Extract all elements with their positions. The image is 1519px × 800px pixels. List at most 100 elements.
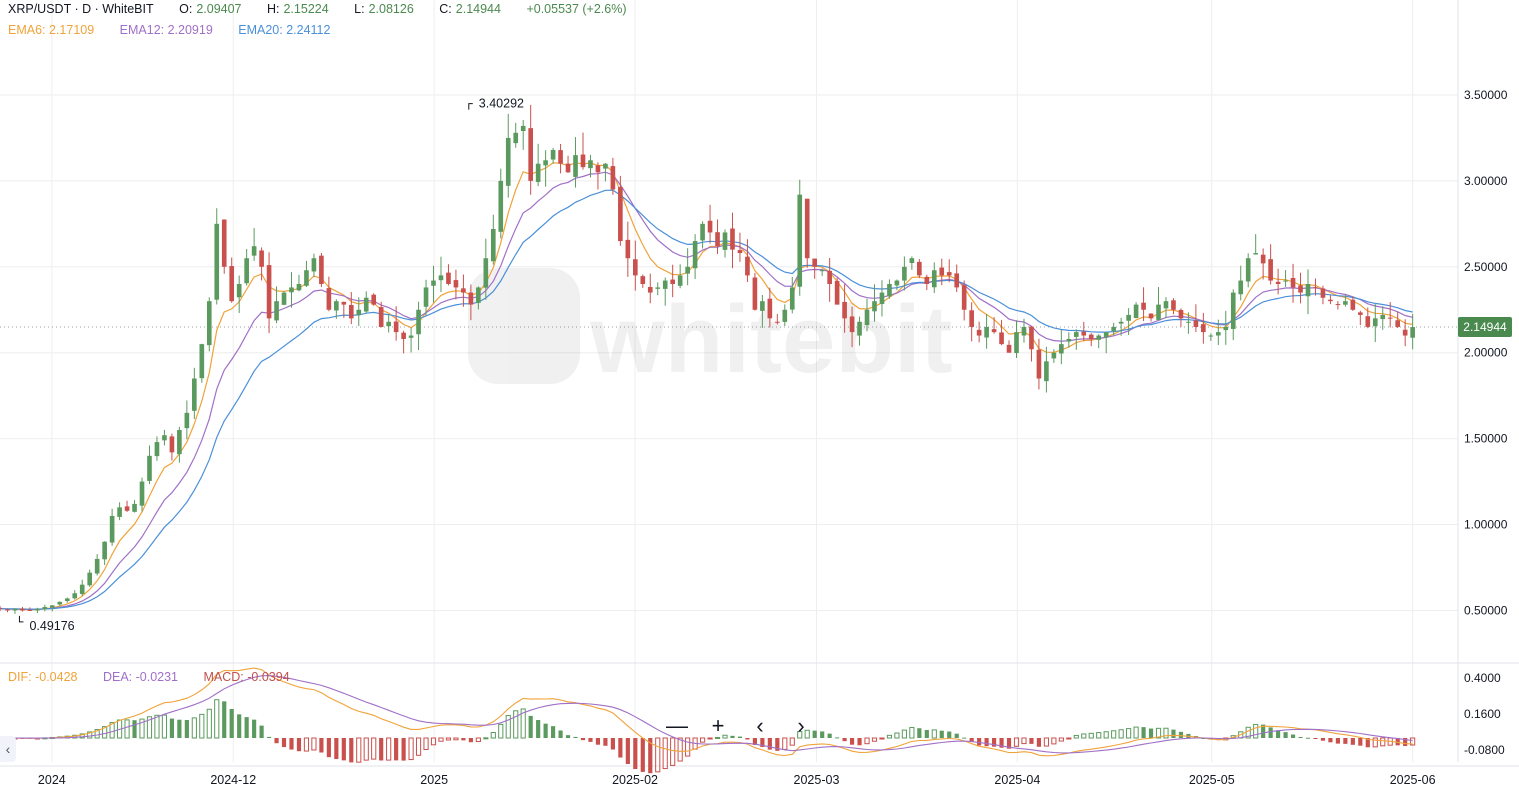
dif-legend: DIF: -0.0428 bbox=[8, 670, 78, 684]
ema12-line bbox=[0, 171, 1413, 611]
candle-body bbox=[1096, 335, 1102, 340]
macd-histogram-bar bbox=[1058, 737, 1064, 742]
macd-value-legend: MACD: -0.0394 bbox=[203, 670, 290, 684]
macd-histogram-bar bbox=[1155, 727, 1162, 739]
candle-body bbox=[87, 572, 93, 586]
macd-histogram-bar bbox=[1320, 738, 1326, 741]
macd-histogram-bar bbox=[812, 730, 817, 738]
macd-histogram-bar bbox=[1163, 727, 1169, 739]
candle-body bbox=[177, 430, 182, 455]
candle-body bbox=[296, 283, 302, 291]
candle-body bbox=[363, 297, 369, 312]
annotations: 3.40292 0.49176 bbox=[18, 97, 524, 633]
collapse-panel-button[interactable]: ‹ bbox=[0, 736, 16, 762]
candle-body bbox=[274, 301, 279, 321]
time-tick-label: 2025-04 bbox=[994, 773, 1040, 787]
candle-body bbox=[1141, 302, 1146, 310]
candle-body bbox=[1208, 335, 1214, 337]
macd-histogram-bar bbox=[879, 737, 885, 740]
close-value: 2.14944 bbox=[455, 2, 501, 16]
candle-body bbox=[804, 198, 810, 259]
candle-body bbox=[1178, 309, 1184, 319]
macd-histogram-bar bbox=[857, 738, 862, 746]
macd-histogram-bar bbox=[917, 728, 922, 738]
macd-histogram-bar bbox=[804, 729, 810, 739]
macd-histogram-bar bbox=[1036, 738, 1042, 747]
macd-histogram-bar bbox=[505, 714, 511, 739]
zoom-out-button[interactable]: — bbox=[666, 713, 688, 738]
macd-histogram-bar bbox=[319, 738, 324, 753]
time-axis[interactable]: 2024 2024-12 2025 2025-02 2025-03 2025-04 2025… bbox=[38, 773, 1436, 787]
candle-body bbox=[483, 258, 489, 288]
macd-histogram-bar bbox=[991, 738, 997, 747]
price-tick-label: 3.50000 bbox=[1464, 88, 1508, 102]
candle-body bbox=[588, 160, 593, 169]
candle-body bbox=[610, 166, 616, 190]
dif-line bbox=[0, 667, 1413, 757]
price-axis[interactable]: 0.50000 1.00000 1.50000 2.00000 2.50000 3.000… bbox=[1458, 88, 1512, 757]
candle-body bbox=[1171, 300, 1176, 310]
macd-histogram-bar bbox=[1029, 738, 1034, 744]
candle-body bbox=[857, 321, 862, 336]
candle-body bbox=[894, 280, 900, 286]
scroll-left-button[interactable]: ‹ bbox=[756, 713, 764, 738]
time-tick-label: 2025-02 bbox=[612, 773, 658, 787]
candle-body bbox=[498, 180, 504, 232]
candle-body bbox=[1343, 301, 1348, 305]
macd-histogram-bar bbox=[603, 738, 608, 746]
macd-histogram-bar bbox=[423, 737, 429, 751]
candle-body bbox=[1051, 352, 1057, 359]
macd-histogram-bar bbox=[1372, 737, 1378, 748]
candle-body bbox=[266, 265, 272, 319]
candle-body bbox=[1372, 318, 1378, 327]
candle-body bbox=[12, 608, 18, 611]
macd-histogram-bar bbox=[633, 738, 638, 770]
candle-body bbox=[20, 608, 25, 611]
candle-body bbox=[102, 541, 107, 560]
macd-legend: DIF: -0.0428 DEA: -0.0231 MACD: -0.0394 bbox=[8, 670, 294, 684]
candle-body bbox=[722, 232, 728, 250]
candle-body bbox=[812, 258, 818, 267]
scroll-right-button[interactable]: › bbox=[797, 713, 805, 738]
macd-histogram-bar bbox=[490, 732, 496, 739]
macd-histogram-bar bbox=[184, 720, 189, 738]
price-tick-label: 1.50000 bbox=[1464, 432, 1508, 446]
candle-body bbox=[184, 412, 190, 429]
macd-histogram-bar bbox=[1066, 737, 1072, 740]
macd-histogram-bar bbox=[618, 738, 623, 758]
symbol-label: XRP/USDT · D · WhiteBIT bbox=[8, 2, 154, 16]
macd-tick-label: 0.1600 bbox=[1464, 707, 1501, 721]
candle-body bbox=[79, 584, 85, 594]
macd-histogram-bar bbox=[266, 736, 272, 738]
candle-body bbox=[1320, 288, 1326, 298]
candle-body bbox=[326, 288, 332, 310]
macd-histogram-bar bbox=[498, 723, 504, 739]
candle-body bbox=[1163, 301, 1169, 309]
candle-body bbox=[72, 593, 78, 599]
time-tick-label: 2024 bbox=[38, 773, 66, 787]
macd-histogram-bar bbox=[146, 716, 153, 739]
macd-histogram-bar bbox=[1178, 731, 1184, 738]
candle-body bbox=[872, 301, 877, 312]
ohlc-legend: XRP/USDT · D · WhiteBIT O: 2.09407 H: 2.15… bbox=[8, 2, 631, 16]
macd-histogram-bar bbox=[139, 718, 145, 739]
macd-histogram-bar bbox=[394, 738, 399, 761]
macd-histogram-bar bbox=[371, 737, 377, 760]
macd-histogram-bar bbox=[1148, 728, 1154, 738]
macd-histogram-bar bbox=[871, 737, 878, 742]
candle-body bbox=[490, 229, 496, 262]
candle-body bbox=[289, 287, 294, 293]
macd-histogram-bar bbox=[177, 719, 182, 738]
candle-body bbox=[520, 125, 526, 132]
candle-body bbox=[692, 241, 698, 269]
candle-body bbox=[1118, 321, 1124, 324]
candle-body bbox=[834, 280, 840, 305]
zoom-in-button[interactable]: + bbox=[711, 713, 725, 738]
candle-body bbox=[1358, 312, 1363, 315]
macd-histogram-bar bbox=[438, 737, 444, 742]
candle-body bbox=[1073, 332, 1079, 337]
macd-histogram-bar bbox=[969, 738, 974, 743]
candle-body bbox=[94, 558, 100, 574]
macd-histogram-bar bbox=[1395, 738, 1400, 746]
